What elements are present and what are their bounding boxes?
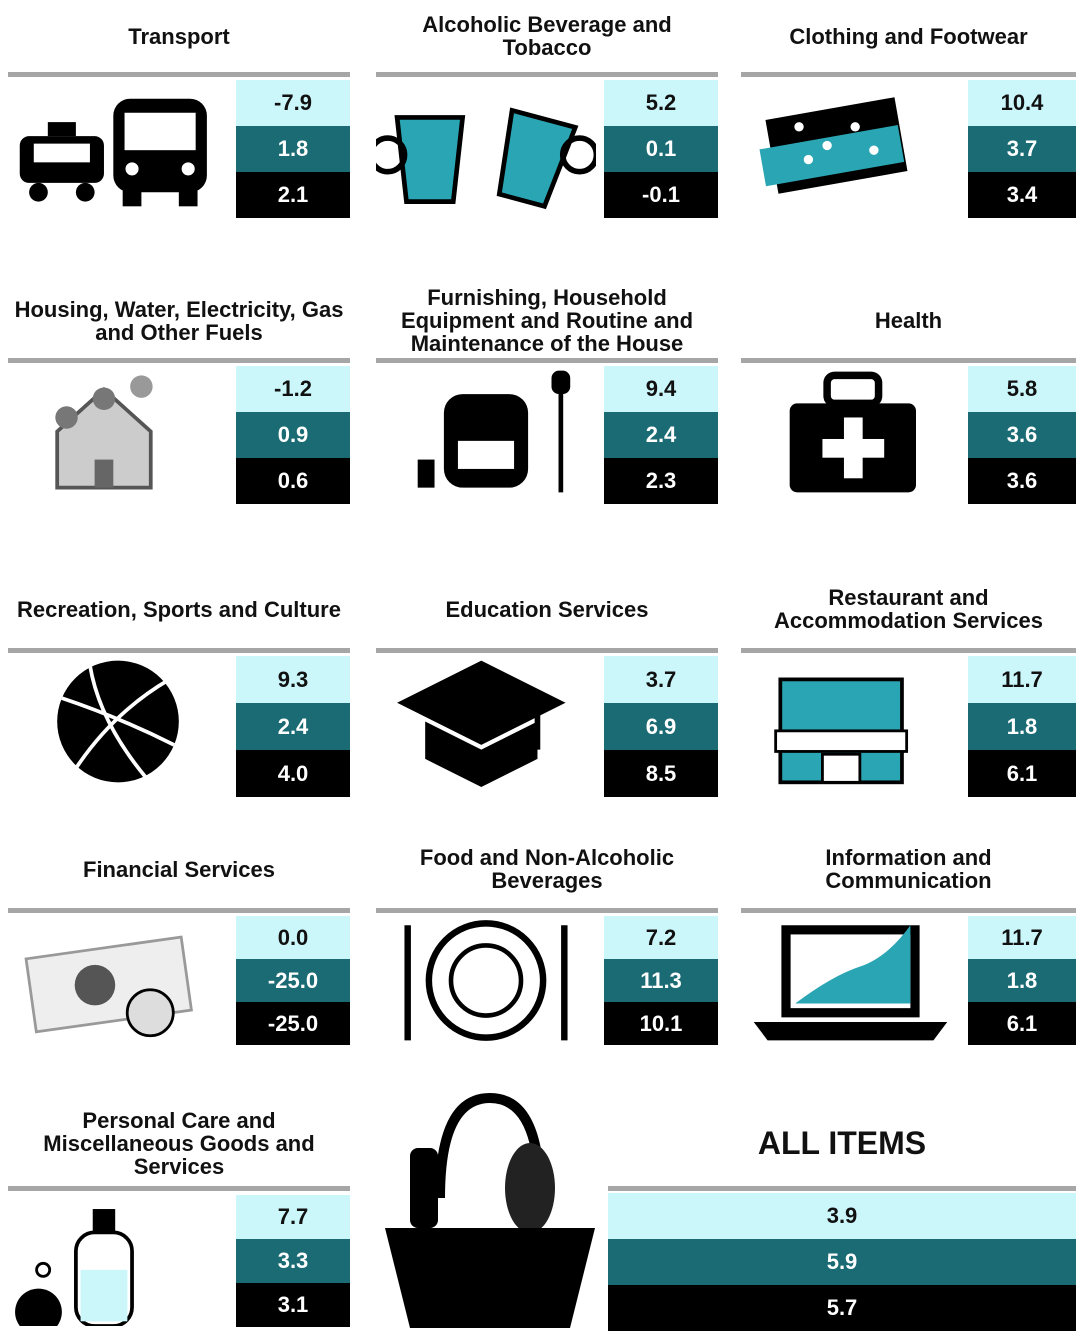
icon — [15, 1209, 134, 1326]
panel-title: Recreation, Sports and Culture — [17, 596, 341, 622]
all-items-title: ALL ITEMS — [757, 1124, 927, 1161]
value-cell: 0.9 — [236, 412, 350, 458]
value-cell: 2.4 — [604, 412, 718, 458]
all-items-value: 5.9 — [608, 1239, 1076, 1285]
value-cell: 10.1 — [604, 1002, 718, 1045]
divider — [376, 72, 718, 77]
divider — [741, 358, 1076, 363]
divider — [376, 648, 718, 653]
value-cell: 4.0 — [236, 750, 350, 797]
value-cell: 1.8 — [968, 959, 1076, 1002]
value-cell: 3.3 — [236, 1239, 350, 1283]
value-cell: 11.7 — [968, 656, 1076, 703]
value-cell: 9.4 — [604, 366, 718, 412]
value-cell: 5.2 — [604, 80, 718, 126]
value-cell: -25.0 — [236, 959, 350, 1002]
value-cell: 10.4 — [968, 80, 1076, 126]
panel-title: Food and Non-Alcoholic Beverages — [419, 845, 675, 893]
value-cell: 0.6 — [236, 458, 350, 504]
value-cell: 0.1 — [604, 126, 718, 172]
panel-title: Alcoholic Beverage and Tobacco — [422, 12, 672, 60]
value-cell: 7.2 — [604, 916, 718, 959]
basket-icon — [385, 1092, 595, 1328]
divider — [8, 358, 350, 363]
value-cell: 7.7 — [236, 1195, 350, 1239]
icon — [55, 375, 153, 490]
icon — [397, 660, 566, 787]
value-cell: 8.5 — [604, 750, 718, 797]
value-cell: -7.9 — [236, 80, 350, 126]
value-cell: 6.9 — [604, 703, 718, 750]
value-cell: 5.8 — [968, 366, 1076, 412]
divider — [8, 648, 350, 653]
all-items-value: 5.7 — [608, 1285, 1076, 1331]
value-cell: 3.7 — [604, 656, 718, 703]
value-cell: 6.1 — [968, 1002, 1076, 1045]
panel-title: Health — [874, 308, 943, 333]
divider — [376, 358, 718, 363]
panel-title: Education Services — [445, 596, 649, 622]
panel-title: Information and Communication — [825, 845, 992, 893]
divider — [741, 648, 1076, 653]
value-cell: -0.1 — [604, 172, 718, 218]
panel-title: Transport — [128, 23, 230, 49]
value-cell: 3.7 — [968, 126, 1076, 172]
icon — [774, 677, 909, 785]
value-cell: 2.3 — [604, 458, 718, 504]
value-cell: 3.6 — [968, 458, 1076, 504]
panel-title: Clothing and Footwear — [789, 23, 1028, 49]
value-cell: 1.8 — [236, 126, 350, 172]
icon — [789, 371, 916, 493]
value-cell: 11.7 — [968, 916, 1076, 959]
panel-title: Housing, Water, Electricity, Gas and Oth… — [14, 296, 344, 345]
value-cell: 0.0 — [236, 916, 350, 959]
icon — [19, 98, 207, 207]
value-cell: 11.3 — [604, 959, 718, 1002]
panel-title: Personal Care and Miscellaneous Goods an… — [43, 1107, 315, 1179]
icon — [376, 107, 596, 210]
divider — [8, 908, 350, 913]
icon — [417, 370, 571, 493]
value-cell: 3.6 — [968, 412, 1076, 458]
divider — [8, 1186, 350, 1191]
icon — [759, 97, 908, 194]
value-cell: -25.0 — [236, 1002, 350, 1045]
divider — [376, 908, 718, 913]
value-cell: 3.4 — [968, 172, 1076, 218]
icon — [57, 660, 179, 783]
panel-title: Financial Services — [83, 856, 275, 882]
icon — [753, 925, 948, 1041]
value-cell: -1.2 — [236, 366, 350, 412]
panel-title: Restaurant and Accommodation Services — [774, 585, 1043, 633]
divider — [608, 1186, 1076, 1191]
divider — [8, 72, 350, 77]
all-items-value: 3.9 — [608, 1193, 1076, 1239]
icon — [404, 920, 568, 1041]
value-cell: 3.1 — [236, 1283, 350, 1327]
value-cell: 9.3 — [236, 656, 350, 703]
value-cell: 2.1 — [236, 172, 350, 218]
divider — [741, 72, 1076, 77]
value-cell: 6.1 — [968, 750, 1076, 797]
value-cell: 1.8 — [968, 703, 1076, 750]
value-cell: 2.4 — [236, 703, 350, 750]
panel-title: Furnishing, Household Equipment and Rout… — [400, 285, 694, 356]
divider — [741, 908, 1076, 913]
icon — [24, 935, 193, 1038]
